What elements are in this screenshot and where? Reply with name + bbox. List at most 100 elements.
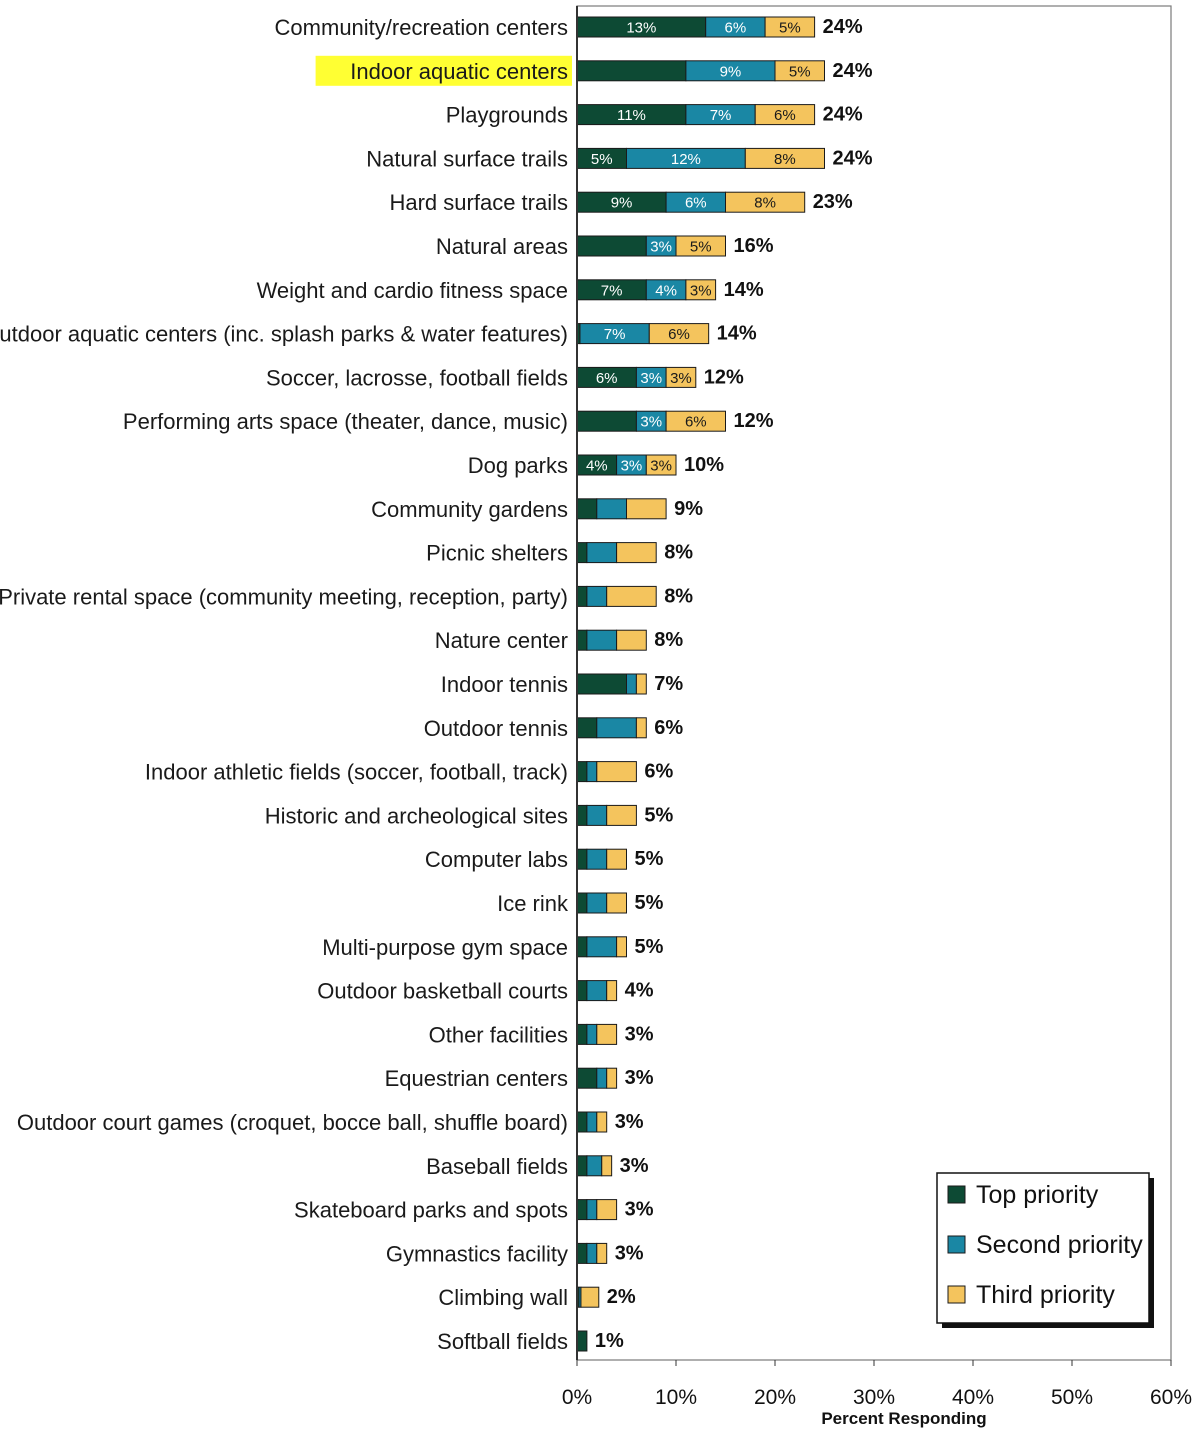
category-label: Picnic shelters	[426, 541, 568, 566]
total-label: 10%	[684, 454, 724, 476]
total-label: 23%	[813, 191, 853, 213]
category-label: Soccer, lacrosse, football fields	[266, 365, 568, 390]
bar-segment	[576, 717, 598, 739]
bar-segment	[576, 1111, 588, 1133]
total-label: 12%	[734, 410, 774, 432]
category-label: Outdoor tennis	[424, 716, 568, 741]
category-label: Natural areas	[436, 234, 568, 259]
category-label: Outdoor court games (croquet, bocce ball…	[17, 1110, 568, 1135]
bar-segment	[576, 585, 588, 607]
category-label: Hard surface trails	[389, 190, 568, 215]
total-label: 3%	[620, 1155, 649, 1177]
x-tick-label: 0%	[562, 1386, 592, 1409]
segment-label: 5%	[779, 20, 801, 37]
bar-segment	[586, 1155, 603, 1177]
bar-segment	[576, 980, 588, 1002]
bar-segment	[606, 980, 618, 1002]
total-label: 8%	[664, 585, 693, 607]
bar-segment	[606, 892, 628, 914]
segment-label: 5%	[690, 239, 712, 256]
category-label: Softball fields	[437, 1329, 568, 1354]
total-label: 9%	[674, 498, 703, 520]
bar-segment	[596, 1023, 618, 1045]
bar-segment	[635, 717, 647, 739]
segment-label: 3%	[670, 370, 692, 387]
bar-segment	[576, 542, 588, 564]
x-tick-label: 30%	[853, 1386, 895, 1409]
total-label: 8%	[654, 629, 683, 651]
total-label: 3%	[625, 1023, 654, 1045]
bar-segment	[685, 279, 717, 301]
x-tick-label: 10%	[655, 1386, 697, 1409]
category-label: Community gardens	[371, 497, 568, 522]
total-label: 16%	[734, 235, 774, 257]
category-label: Natural surface trails	[366, 146, 568, 171]
bar-segment	[665, 366, 697, 388]
segment-label: 3%	[640, 370, 662, 387]
category-label: Skateboard parks and spots	[294, 1198, 568, 1223]
segment-label: 3%	[690, 282, 712, 299]
bar-segment	[665, 410, 726, 432]
bar-segment	[616, 542, 657, 564]
x-tick-label: 50%	[1051, 1386, 1093, 1409]
total-label: 3%	[625, 1199, 654, 1221]
total-label: 24%	[823, 104, 863, 126]
total-label: 14%	[717, 323, 757, 345]
total-label: 1%	[595, 1330, 624, 1352]
bar-segment	[576, 1155, 588, 1177]
category-label: Playgrounds	[446, 103, 568, 128]
segment-label: 9%	[611, 195, 633, 212]
bar-segment	[725, 191, 806, 213]
bar-segment	[576, 936, 588, 958]
total-label: 5%	[635, 892, 664, 914]
bar-segment	[586, 585, 608, 607]
bar-segment	[596, 498, 627, 520]
bar-segment	[596, 1111, 608, 1133]
segment-label: 3%	[640, 414, 662, 431]
bar-segment	[576, 629, 588, 651]
total-label: 12%	[704, 366, 744, 388]
total-label: 3%	[615, 1111, 644, 1133]
x-tick-label: 40%	[952, 1386, 994, 1409]
bar-segment	[586, 892, 608, 914]
legend-box	[936, 1172, 1150, 1324]
segment-label: 3%	[650, 239, 672, 256]
segment-label: 5%	[591, 151, 613, 168]
category-label: Outdoor basketball courts	[317, 979, 568, 1004]
category-label: Indoor tennis	[441, 672, 568, 697]
legend-swatch	[947, 1235, 966, 1254]
total-label: 5%	[635, 848, 664, 870]
category-label: Climbing wall	[438, 1285, 568, 1310]
total-label: 6%	[644, 761, 673, 783]
bar-segment	[576, 60, 687, 82]
segment-label: 3%	[650, 458, 672, 475]
segment-label: 3%	[621, 458, 643, 475]
segment-label: 9%	[720, 63, 742, 80]
bar-segment	[586, 1242, 598, 1264]
bar-segment	[586, 980, 608, 1002]
x-tick-label: 60%	[1150, 1386, 1192, 1409]
category-label: Private rental space (community meeting,…	[0, 584, 568, 609]
category-label: Indoor athletic fields (soccer, football…	[145, 760, 568, 785]
bar-segment	[606, 1067, 618, 1089]
bar-segment	[576, 235, 647, 257]
category-label: Community/recreation centers	[275, 15, 568, 40]
bar-segment	[675, 235, 726, 257]
bar-segment	[576, 498, 598, 520]
total-label: 24%	[823, 16, 863, 38]
legend: Top priority Second priority Third priorit…	[936, 1172, 1154, 1328]
segment-label: 5%	[789, 63, 811, 80]
bar-segment	[576, 1330, 588, 1352]
category-label: Performing arts space (theater, dance, m…	[123, 409, 568, 434]
category-label: Equestrian centers	[385, 1066, 568, 1091]
bar-segment	[576, 673, 627, 695]
category-label: Outdoor aquatic centers (inc. splash par…	[0, 322, 568, 347]
legend-swatch	[947, 1185, 966, 1204]
total-label: 2%	[607, 1286, 636, 1308]
segment-label: 6%	[685, 414, 707, 431]
bar-segment	[586, 542, 618, 564]
bar-segment	[601, 1155, 613, 1177]
bar-segment	[596, 717, 637, 739]
bar-segment	[586, 848, 608, 870]
